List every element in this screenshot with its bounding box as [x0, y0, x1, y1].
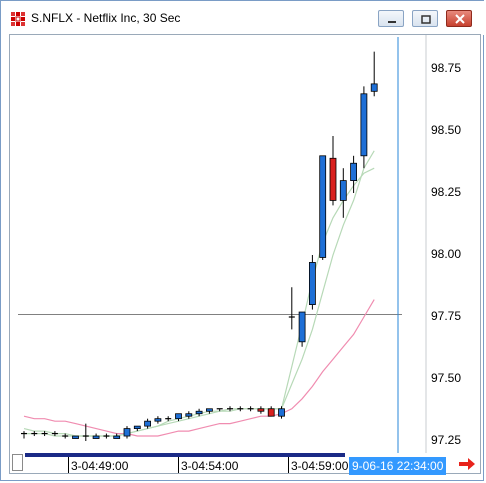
candle-up	[339, 180, 347, 201]
minimize-icon	[388, 21, 396, 23]
chart-grid-icon	[10, 11, 26, 27]
time-label-2: 3-04:54:00	[181, 459, 239, 473]
time-tick	[178, 457, 179, 473]
candle-up	[92, 435, 100, 439]
arrow-right-icon[interactable]	[457, 456, 477, 472]
slow-moving-average-line	[23, 299, 375, 437]
candle-up	[175, 413, 182, 420]
candle-down	[329, 157, 337, 201]
candle-up	[278, 408, 285, 417]
candle-up	[123, 428, 131, 437]
restore-icon	[421, 15, 431, 24]
candle-up	[154, 418, 162, 422]
price-label-97-75: 97.75	[431, 309, 462, 323]
time-label-1: 3-04:49:00	[71, 459, 129, 473]
candle-up	[298, 311, 306, 343]
candle-up	[72, 435, 79, 439]
time-label-3: 3-04:59:00	[291, 459, 349, 473]
candle-up	[195, 410, 203, 415]
price-label-98-00: 98.00	[431, 247, 462, 261]
chart-area[interactable]	[9, 34, 481, 474]
restore-button[interactable]	[412, 10, 438, 27]
candle-up	[133, 425, 141, 429]
price-label-97-25: 97.25	[431, 433, 462, 447]
price-label-97-50: 97.50	[431, 371, 462, 385]
time-tick	[68, 457, 69, 473]
cursor-time-label: 9-06-16 22:34:00	[349, 457, 447, 475]
candle-up	[205, 408, 213, 412]
candle-up	[144, 420, 152, 427]
close-icon	[455, 14, 465, 24]
candle-up	[185, 413, 193, 417]
close-button[interactable]	[446, 10, 472, 27]
price-label-98-75: 98.75	[431, 61, 462, 75]
window-title: S.NFLX - Netflix Inc, 30 Sec	[31, 11, 181, 25]
candlestick-chart[interactable]	[10, 35, 480, 473]
scroll-handle[interactable]	[12, 454, 23, 471]
candle-down	[257, 408, 265, 412]
candle-up	[360, 93, 368, 157]
time-scroll-bar[interactable]	[25, 453, 345, 457]
price-label-98-50: 98.50	[431, 123, 462, 137]
candle-up	[319, 155, 327, 258]
candle-down	[267, 408, 275, 417]
candle-up	[308, 262, 316, 306]
minimize-button[interactable]	[378, 10, 404, 27]
price-label-98-25: 98.25	[431, 185, 462, 199]
candle-up	[370, 83, 378, 92]
candle-up	[113, 435, 121, 439]
candle-up	[350, 162, 358, 182]
title-bar[interactable]: S.NFLX - Netflix Inc, 30 Sec	[1, 1, 485, 35]
time-tick	[288, 457, 289, 473]
